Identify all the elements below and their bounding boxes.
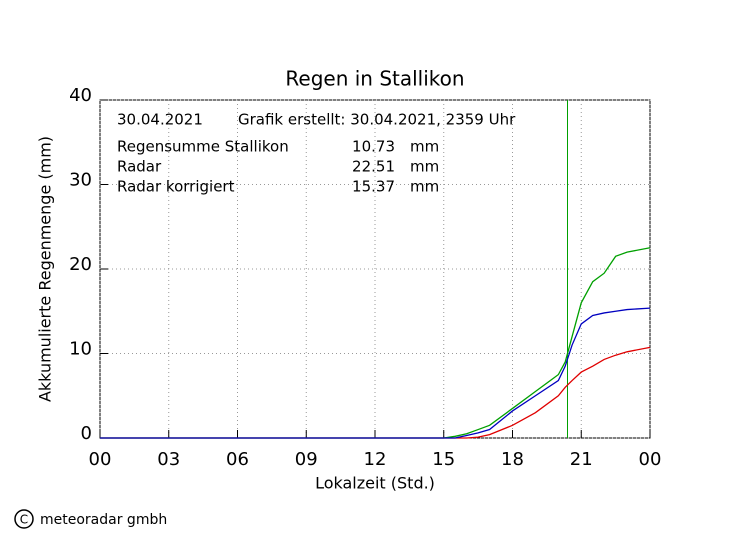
legend-name: Regensumme Stallikon xyxy=(117,138,289,156)
legend-name: Radar xyxy=(117,158,162,176)
copyright-c: C xyxy=(20,513,28,527)
x-tick-label: 00 xyxy=(89,449,112,470)
x-tick-label: 12 xyxy=(364,449,387,470)
legend-total: 22.51 xyxy=(352,158,395,176)
copyright: meteoradar gmbh xyxy=(40,512,167,528)
legend-unit: mm xyxy=(410,138,439,156)
copyright-icon xyxy=(14,509,34,529)
series-line xyxy=(100,307,651,439)
x-axis-label: Lokalzeit (Std.) xyxy=(315,474,435,493)
y-axis-label: Akkumulierte Regenmenge (mm) xyxy=(36,136,55,402)
y-tick-label: 20 xyxy=(69,254,92,275)
series-line xyxy=(100,346,651,439)
legend-total: 15.37 xyxy=(352,178,395,196)
date: 30.04.2021 xyxy=(117,111,203,129)
x-tick-label: 00 xyxy=(639,449,662,470)
legend-name: Radar korrigiert xyxy=(117,178,235,196)
legend-total: 10.73 xyxy=(352,138,395,156)
legend-unit: mm xyxy=(410,178,439,196)
x-tick-label: 18 xyxy=(501,449,524,470)
y-tick-label: 30 xyxy=(69,170,92,191)
y-tick-label: 40 xyxy=(69,85,92,106)
created: Grafik erstellt: 30.04.2021, 2359 Uhr xyxy=(238,111,516,129)
y-tick-label: 10 xyxy=(69,339,92,360)
y-tick-label: 0 xyxy=(81,423,92,444)
series-line xyxy=(100,247,651,439)
x-tick-label: 06 xyxy=(226,449,249,470)
x-tick-label: 15 xyxy=(432,449,455,470)
chart-title: Regen in Stallikon xyxy=(285,67,464,91)
x-tick-label: 03 xyxy=(157,449,180,470)
x-tick-label: 21 xyxy=(570,449,593,470)
legend-unit: mm xyxy=(410,158,439,176)
x-tick-label: 09 xyxy=(295,449,318,470)
